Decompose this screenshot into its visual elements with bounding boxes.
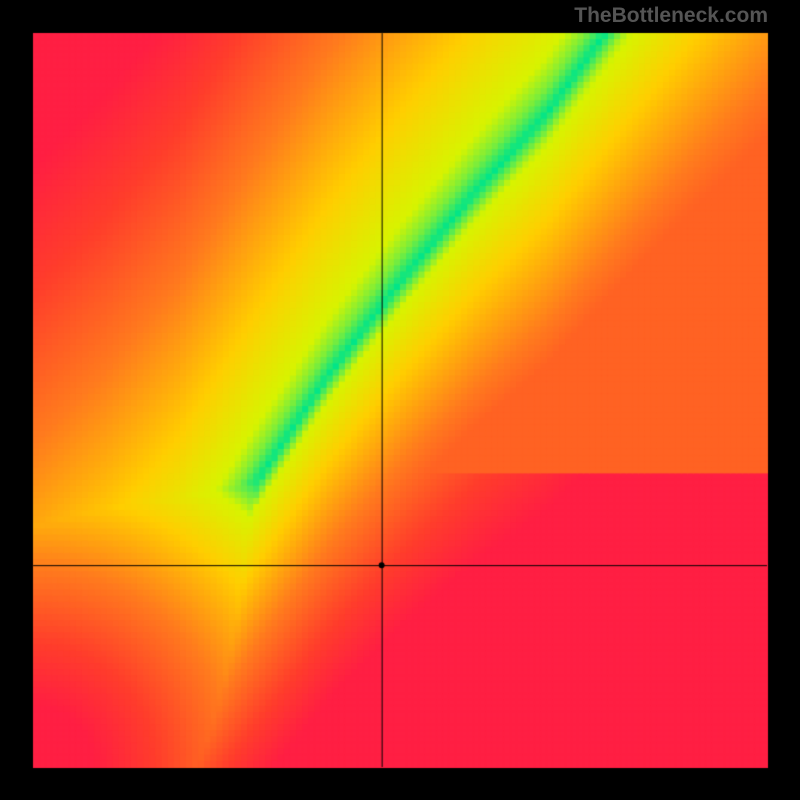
chart-container: TheBottleneck.com xyxy=(0,0,800,800)
attribution-label: TheBottleneck.com xyxy=(574,4,768,28)
crosshair-overlay xyxy=(0,0,800,800)
